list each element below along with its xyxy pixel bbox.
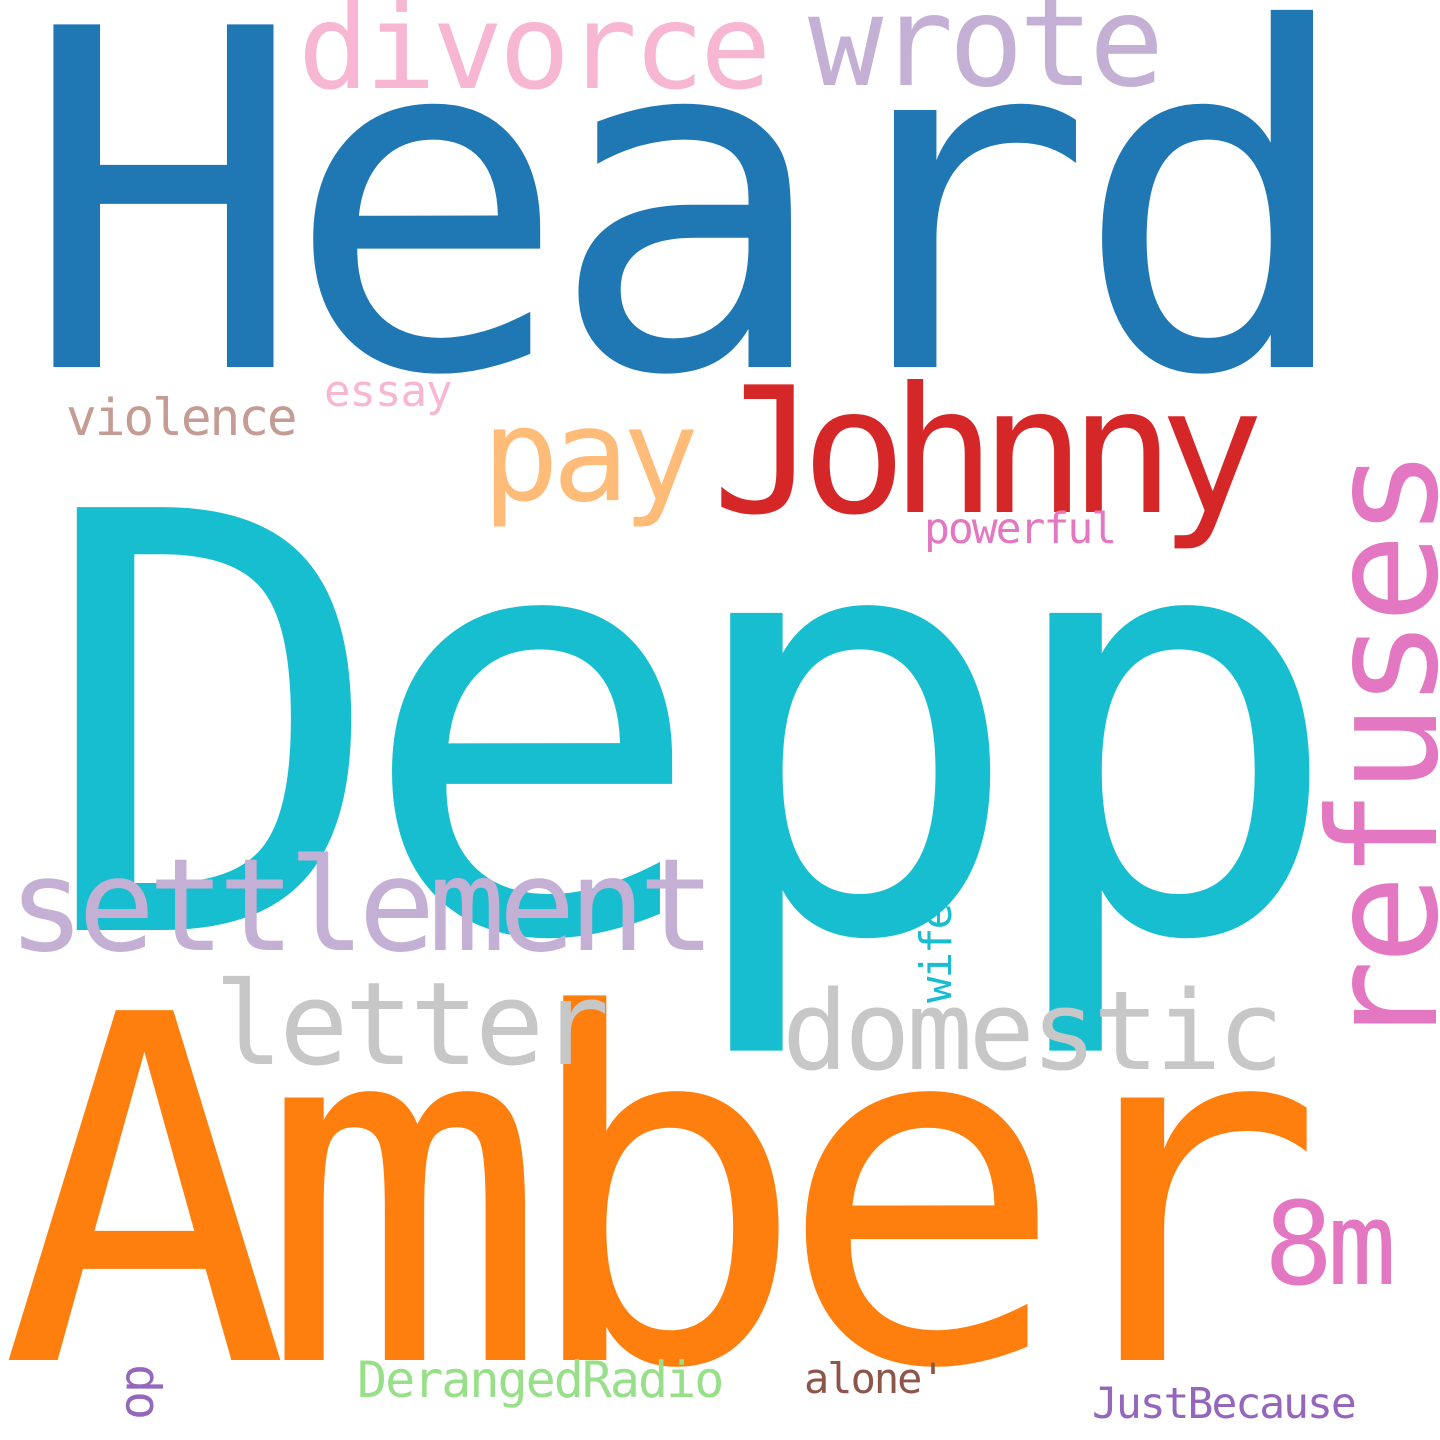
- word-settlement: settlement: [8, 832, 716, 981]
- word-pay: pay: [482, 382, 699, 531]
- word-wrote: wrote: [808, 0, 1164, 115]
- word-violence: violence: [66, 389, 298, 448]
- word-justbecause: JustBecause: [1092, 1379, 1357, 1429]
- word-divorce: divorce: [298, 0, 771, 116]
- word-johnny: Johnny: [712, 351, 1264, 554]
- word-derangedradio: DerangedRadio: [357, 1351, 724, 1409]
- word-powerful: powerful: [924, 504, 1117, 554]
- word-heard: Heard: [22, 0, 1357, 478]
- word-domestic: domestic: [782, 967, 1284, 1095]
- word-depp: Depp: [38, 392, 1345, 1067]
- word-wife: wife: [911, 905, 962, 1003]
- word-alone: alone': [804, 1354, 946, 1403]
- word-letter: letter: [214, 958, 609, 1092]
- word-op: op: [109, 1366, 165, 1420]
- word-refuses: refuses: [1298, 452, 1440, 1050]
- word-8m: 8m: [1264, 1178, 1397, 1312]
- word-amber: Amber: [0, 915, 1325, 1440]
- word-essay: essay: [324, 366, 452, 417]
